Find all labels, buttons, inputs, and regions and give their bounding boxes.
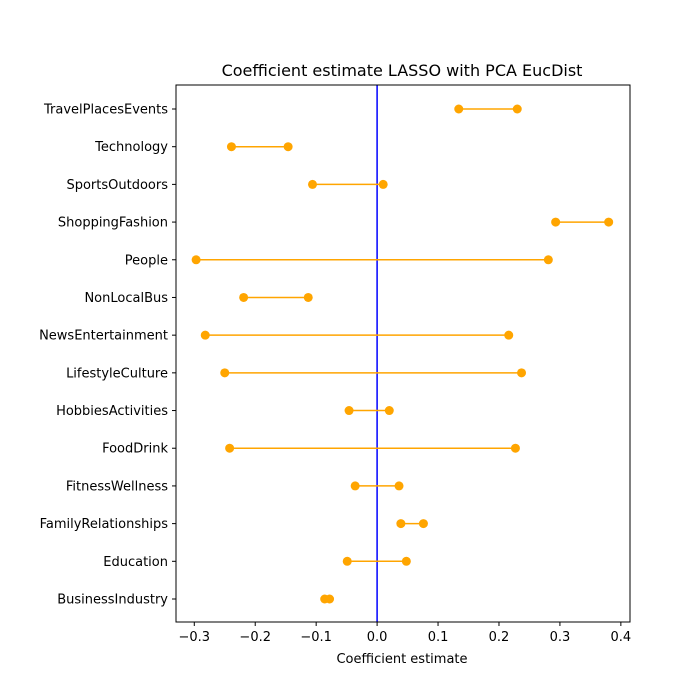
interval-end-point (384, 406, 394, 416)
y-tick-label: SportsOutdoors (66, 178, 168, 193)
y-tick-label: LifestyleCulture (66, 366, 168, 381)
y-tick-label: FoodDrink (102, 442, 168, 457)
interval-start-point (225, 443, 235, 453)
x-tick-label: 0.2 (489, 630, 510, 645)
interval-end-point (510, 443, 520, 453)
plot-frame (175, 84, 631, 623)
interval-end-point (504, 330, 514, 340)
interval-start-point (551, 217, 561, 227)
interval-start-point (342, 556, 352, 566)
chart-title: Coefficient estimate LASSO with PCA EucD… (222, 61, 583, 80)
y-tick-label: HobbiesActivities (56, 404, 168, 419)
interval-end-point (418, 519, 428, 529)
interval-end-point (325, 594, 335, 604)
x-tick-label: −0.1 (300, 630, 332, 645)
interval-start-point (396, 519, 406, 529)
x-tick-label: 0.4 (611, 630, 632, 645)
interval-start-point (344, 406, 354, 416)
x-tick-label: 0.3 (550, 630, 571, 645)
y-tick-label: TravelPlacesEvents (43, 103, 168, 118)
interval-end-point (517, 368, 527, 378)
y-tick-label: Technology (94, 140, 168, 155)
x-tick-label: 0.1 (428, 630, 449, 645)
y-tick-label: BusinessIndustry (57, 593, 168, 608)
interval-end-point (378, 179, 388, 189)
interval-start-point (191, 255, 201, 265)
y-tick-label: FitnessWellness (66, 479, 168, 494)
interval-start-point (220, 368, 230, 378)
x-tick-label: 0.0 (367, 630, 388, 645)
y-tick-label: ShoppingFashion (58, 216, 168, 231)
y-tick-label: Education (103, 555, 168, 570)
interval-start-point (454, 104, 464, 114)
interval-end-point (394, 481, 404, 491)
interval-start-point (226, 142, 236, 152)
interval-start-point (350, 481, 360, 491)
interval-start-point (308, 179, 318, 189)
interval-end-point (283, 142, 293, 152)
interval-start-point (239, 292, 249, 302)
x-axis-label: Coefficient estimate (336, 652, 467, 667)
x-tick-label: −0.2 (239, 630, 271, 645)
y-tick-label: NewsEntertainment (39, 329, 168, 344)
interval-end-point (543, 255, 553, 265)
y-tick-label: FamilyRelationships (40, 517, 169, 532)
interval-start-point (200, 330, 210, 340)
interval-end-point (303, 292, 313, 302)
x-tick-label: −0.3 (178, 630, 210, 645)
y-tick-label: NonLocalBus (84, 291, 168, 306)
interval-end-point (512, 104, 522, 114)
interval-end-point (401, 556, 411, 566)
y-tick-label: People (125, 253, 168, 268)
interval-end-point (604, 217, 614, 227)
plot-area (191, 85, 614, 622)
axes: BusinessIndustry Education FamilyRelations… (39, 103, 631, 646)
